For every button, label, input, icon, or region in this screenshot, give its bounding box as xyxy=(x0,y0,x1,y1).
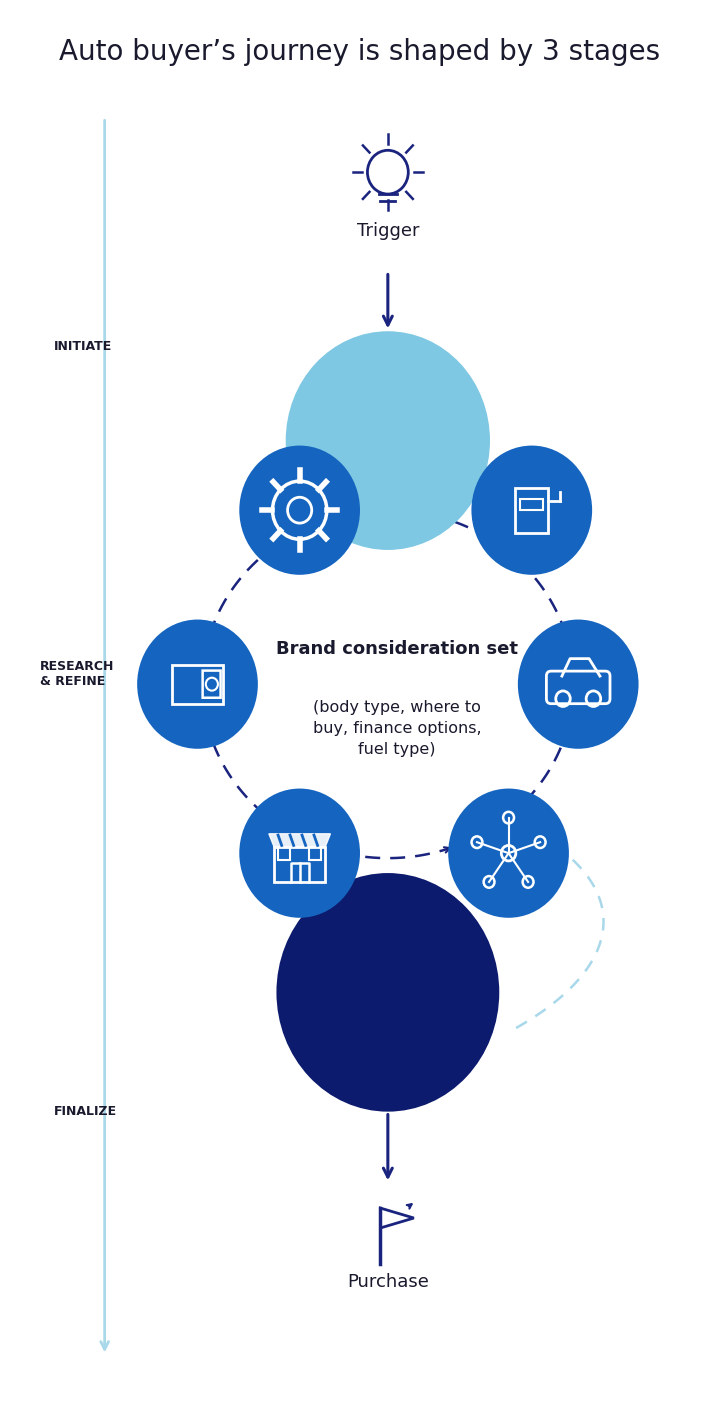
Polygon shape xyxy=(269,834,330,847)
Text: INITIATE: INITIATE xyxy=(53,340,112,353)
Text: Trigger: Trigger xyxy=(356,222,419,239)
Circle shape xyxy=(239,446,360,575)
Text: Building
initial brand
consideration
set: Building initial brand consideration set xyxy=(322,393,454,487)
Circle shape xyxy=(472,446,592,575)
Text: RESEARCH
& REFINE: RESEARCH & REFINE xyxy=(40,661,114,688)
Circle shape xyxy=(239,789,360,918)
Circle shape xyxy=(449,789,569,918)
Text: Auto buyer’s journey is shaped by 3 stages: Auto buyer’s journey is shaped by 3 stag… xyxy=(60,38,660,66)
Text: FINALIZE: FINALIZE xyxy=(53,1105,117,1118)
Circle shape xyxy=(518,619,639,749)
Circle shape xyxy=(276,873,499,1112)
Circle shape xyxy=(286,332,490,550)
Text: (body type, where to
buy, finance options,
fuel type): (body type, where to buy, finance option… xyxy=(312,701,482,758)
Circle shape xyxy=(137,619,258,749)
Text: Brand consideration set: Brand consideration set xyxy=(276,641,518,658)
Text: Purchase: Purchase xyxy=(347,1273,429,1290)
Text: Shortlisting: Shortlisting xyxy=(324,983,451,1002)
